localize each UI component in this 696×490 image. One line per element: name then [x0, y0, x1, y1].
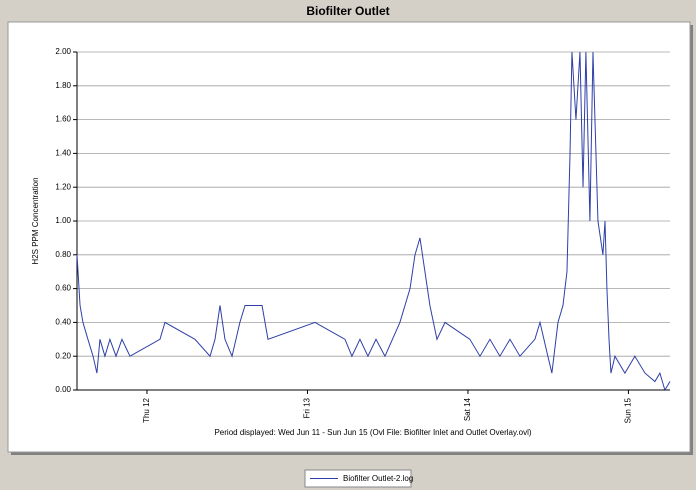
y-tick-label: 0.20 — [55, 351, 71, 360]
y-tick-label: 0.00 — [55, 385, 71, 394]
chart-title: Biofilter Outlet — [306, 4, 389, 18]
x-tick-label: Thu 12 — [142, 397, 151, 422]
legend-label: Biofilter Outlet-2.log — [343, 474, 413, 483]
y-tick-label: 1.80 — [55, 81, 71, 90]
y-tick-label: 1.60 — [55, 115, 71, 124]
y-tick-label: 0.80 — [55, 250, 71, 259]
y-tick-label: 1.20 — [55, 182, 71, 191]
y-tick-label: 2.00 — [55, 47, 71, 56]
x-tick-label: Sat 14 — [463, 397, 472, 421]
x-tick-label: Sun 15 — [624, 397, 633, 423]
y-tick-label: 0.40 — [55, 318, 71, 327]
y-tick-label: 1.00 — [55, 216, 71, 225]
y-axis-label: H2S PPM Concentration — [31, 177, 40, 264]
x-axis-label: Period displayed: Wed Jun 11 - Sun Jun 1… — [214, 428, 531, 437]
data-line — [76, 51, 671, 392]
y-tick-label: 1.40 — [55, 149, 71, 158]
legend — [304, 469, 412, 488]
y-tick-label: 0.60 — [55, 284, 71, 293]
x-tick-label: Fri 13 — [303, 397, 312, 418]
